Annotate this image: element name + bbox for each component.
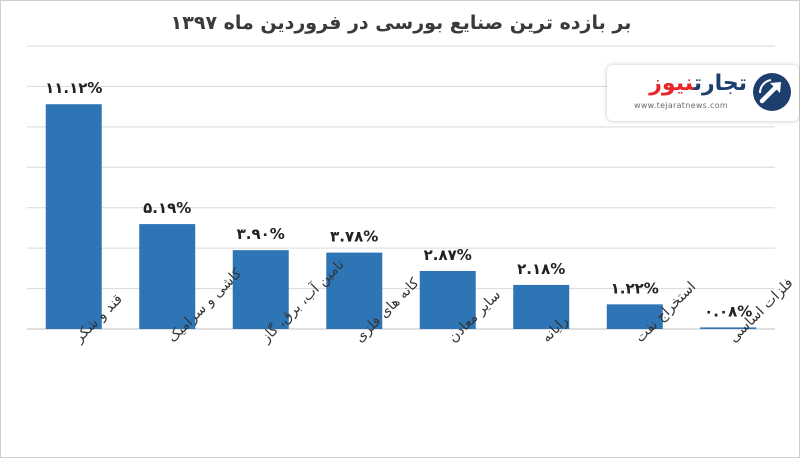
bar [232,250,289,329]
bar [139,224,196,329]
bar [326,252,383,329]
data-label: ۲.۸۷% [424,246,472,264]
data-label: ۲.۱۸% [517,260,565,278]
data-label: ۰.۰۸% [704,302,752,320]
data-label: ۱۱.۱۲% [45,79,102,97]
bar [419,270,476,329]
chart-title: بر بازده ترین صنایع بورسی در فروردین ماه… [171,12,632,34]
logo-name-part2: نیوز [649,71,694,96]
logo-name-part1: تجارت [693,71,747,96]
bar [513,284,570,329]
logo-wordmark: تجارتنیوز [615,69,747,99]
logo-url: www.tejaratnews.com [634,101,728,110]
data-label: ۵.۱۹% [143,199,191,217]
tejaratnews-logo: تجارتنیوز www.tejaratnews.com [607,65,799,121]
data-label: ۳.۷۸% [330,228,378,246]
data-label: ۱.۲۲% [611,279,659,297]
data-labels: ۱۱.۱۲% ۵.۱۹% ۳.۹۰% ۳.۷۸% ۲.۸۷% ۲.۱۸% ۱.۲۲% ۰.۰۸… [45,79,752,320]
bar [700,327,757,329]
data-label: ۳.۹۰% [237,225,285,243]
growth-arrow-icon [753,73,791,111]
bars [45,104,757,330]
bar [606,304,663,329]
bar [45,104,102,330]
